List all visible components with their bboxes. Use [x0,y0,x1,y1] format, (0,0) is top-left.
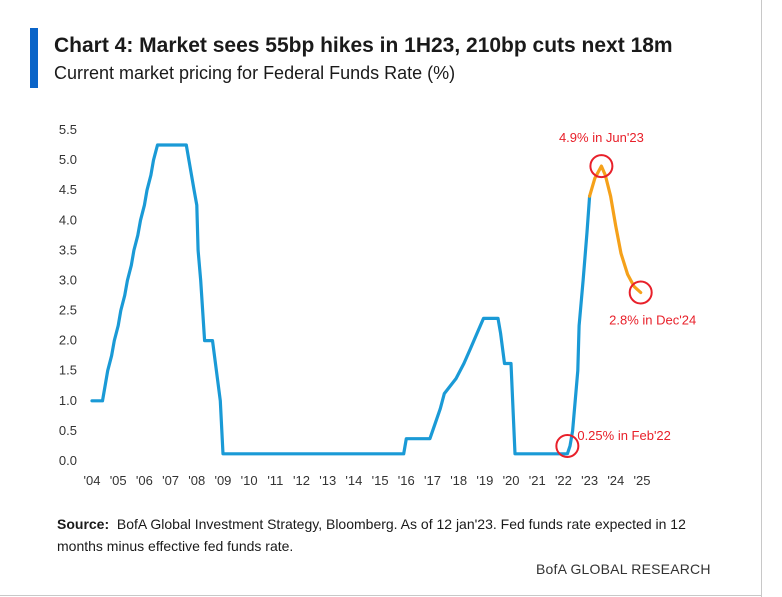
x-tick-label: '13 [319,473,336,488]
x-tick-label: '25 [634,473,651,488]
x-tick-label: '24 [607,473,624,488]
x-tick-label: '23 [581,473,598,488]
x-tick-label: '14 [345,473,362,488]
x-axis-ticks: '04 '05 '06 '07 '08 '09 '10 '11 '12 '13 '14 '15 '16 '… [84,473,651,488]
y-tick-label: 1.0 [59,393,77,408]
x-tick-label: '07 [162,473,179,488]
y-tick-label: 2.5 [59,303,77,318]
y-tick-label: 2.0 [59,333,77,348]
x-tick-label: '09 [214,473,231,488]
chart-series [90,143,643,456]
chart-subtitle: Current market pricing for Federal Funds… [54,63,456,83]
x-tick-label: '05 [110,473,127,488]
x-tick-label: '15 [372,473,389,488]
y-tick-label: 0.5 [59,423,77,438]
annotation-label: 0.25% in Feb'22 [577,428,671,443]
x-tick-label: '18 [450,473,467,488]
x-tick-label: '10 [241,473,258,488]
x-tick-label: '17 [424,473,441,488]
y-tick-label: 3.5 [59,242,77,257]
y-tick-label: 0.0 [59,453,77,468]
y-tick-label: 4.5 [59,182,77,197]
annotation-circle [628,280,653,305]
chart-annotations: 4.9% in Jun'23 2.8% in Dec'24 0.25% in Feb… [555,130,696,458]
y-tick-label: 5.5 [59,122,77,137]
y-axis-ticks: 0.0 0.5 1.0 1.5 2.0 2.5 3.0 3.5 4.0 4.5 5.0 5.5 [59,122,77,468]
y-tick-label: 3.0 [59,272,77,287]
source-note: Source: BofA Global Investment Strategy,… [57,513,717,557]
title-accent-bar [30,28,38,88]
source-label: Source: [57,516,110,532]
source-text: BofA Global Investment Strategy, Bloombe… [57,516,686,554]
annotation-circle [589,154,614,179]
x-tick-label: '08 [188,473,205,488]
brand-footer: BofA GLOBAL RESEARCH [536,561,711,577]
y-tick-label: 1.5 [59,363,77,378]
annotation-label: 4.9% in Jun'23 [559,130,644,145]
frame-bottom-border [0,595,762,596]
annotation-label: 2.8% in Dec'24 [609,312,696,327]
x-tick-label: '21 [529,473,546,488]
x-tick-label: '06 [136,473,153,488]
annotation-circle [555,433,580,458]
frame-right-border [761,0,762,597]
chart-title: Chart 4: Market sees 55bp hikes in 1H23,… [54,34,673,57]
series-line-history [90,143,592,456]
y-tick-label: 4.0 [59,212,77,227]
x-tick-label: '12 [293,473,310,488]
x-tick-label: '11 [267,473,283,488]
series-line-forecast [587,164,643,295]
x-tick-label: '16 [398,473,415,488]
x-tick-label: '19 [476,473,493,488]
x-tick-label: '22 [555,473,572,488]
x-tick-label: '20 [503,473,520,488]
y-tick-label: 5.0 [59,152,77,167]
x-tick-label: '04 [84,473,101,488]
